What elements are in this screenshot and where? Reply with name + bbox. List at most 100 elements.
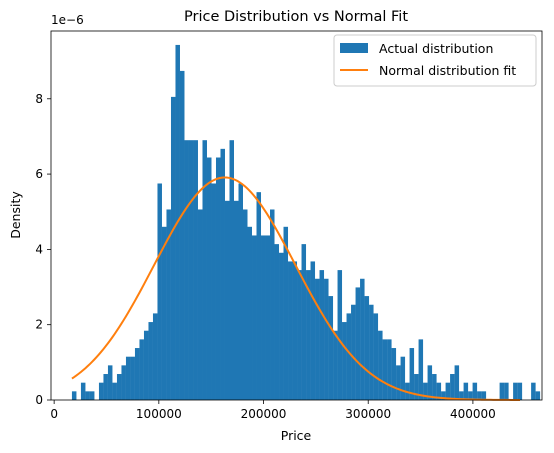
- histogram-bar: [256, 192, 262, 400]
- histogram-bar: [116, 374, 122, 400]
- histogram-bar: [364, 296, 370, 400]
- legend: Actual distribution Normal distribution …: [333, 34, 537, 87]
- histogram-bar: [396, 365, 401, 400]
- histogram-bar: [112, 382, 117, 400]
- histogram-bar: [337, 270, 343, 400]
- y-tick-label: 8: [35, 92, 43, 106]
- plot-frame: [50, 30, 543, 401]
- histogram-bar: [265, 235, 271, 400]
- y-tick-label: 0: [35, 393, 43, 407]
- histogram-bar: [234, 200, 239, 400]
- histogram-bar: [499, 382, 505, 400]
- histogram-bar: [454, 365, 460, 400]
- x-axis-label: Price: [281, 428, 312, 443]
- histogram-bar: [125, 356, 131, 400]
- histogram-bar: [400, 356, 406, 400]
- histogram-bar: [369, 304, 374, 400]
- legend-label-histogram: Actual distribution: [379, 41, 493, 56]
- histogram-bar: [459, 391, 464, 400]
- histogram-bar: [436, 382, 442, 400]
- histogram-bar: [130, 356, 135, 400]
- y-offset-text: 1e−6: [51, 13, 84, 27]
- x-tick-label: 200000: [241, 407, 287, 421]
- histogram-bar: [247, 226, 252, 400]
- histogram-bar: [535, 391, 541, 400]
- histogram-bar: [351, 304, 356, 400]
- histogram-bar: [319, 270, 325, 400]
- histogram-bar: [148, 322, 153, 400]
- histogram-bar: [252, 235, 257, 400]
- histogram-bar: [468, 391, 473, 400]
- legend-swatch-histogram: [340, 43, 368, 53]
- histogram-bar: [301, 244, 307, 400]
- histogram-bar: [85, 391, 90, 400]
- histogram-bar: [274, 244, 280, 400]
- histogram-bar: [283, 226, 289, 400]
- histogram-bar: [98, 382, 104, 400]
- histogram-bar: [414, 374, 419, 400]
- histogram-bar: [152, 313, 158, 400]
- histogram-bar: [170, 96, 176, 400]
- histogram-bar: [157, 183, 162, 400]
- y-axis-label: Density: [8, 191, 23, 239]
- histogram-bar: [197, 209, 203, 400]
- histogram-bar: [378, 330, 383, 400]
- histogram-bar: [80, 382, 86, 400]
- histogram-bar: [517, 382, 523, 400]
- histogram-bar: [202, 140, 207, 400]
- histogram-bar: [315, 278, 320, 400]
- y-tick-label: 6: [35, 167, 43, 181]
- histogram-bar: [450, 374, 455, 400]
- histogram-bar: [373, 313, 379, 400]
- histogram-bar: [306, 270, 311, 400]
- histogram-bar: [193, 140, 198, 400]
- x-tick-label: 100000: [136, 407, 182, 421]
- histogram-bar: [531, 382, 536, 400]
- histogram-bar: [166, 209, 171, 400]
- histogram-bar: [229, 140, 234, 400]
- legend-label-fit: Normal distribution fit: [379, 63, 516, 78]
- histogram-bar: [513, 382, 518, 400]
- y-tick-label: 2: [35, 318, 43, 332]
- histogram-bar: [211, 183, 216, 400]
- histogram-bar: [225, 200, 230, 400]
- x-tick-label: 0: [50, 407, 58, 421]
- histogram-bar: [89, 391, 95, 400]
- histogram-bar: [103, 374, 108, 400]
- histogram-bar: [355, 287, 361, 400]
- histogram-bar: [121, 365, 126, 400]
- histogram-bar: [441, 391, 446, 400]
- histogram-bar: [432, 374, 437, 400]
- histogram-bar: [346, 313, 352, 400]
- histogram-bar: [463, 382, 469, 400]
- histogram-bar: [220, 148, 225, 400]
- histogram-bar: [243, 209, 248, 400]
- histogram-bar: [418, 339, 424, 400]
- histogram-bar: [297, 270, 302, 400]
- histogram-bar: [445, 382, 451, 400]
- histogram-bar: [382, 339, 388, 400]
- histogram-bar: [270, 209, 275, 400]
- y-axis-ticks: 0 2 4 6 8: [35, 92, 51, 407]
- histogram-bar: [184, 140, 189, 400]
- histogram-bar: [215, 157, 221, 400]
- histogram-bar: [387, 339, 392, 400]
- histogram-bar: [238, 183, 243, 400]
- histogram-bar: [139, 339, 144, 400]
- y-tick-label: 4: [35, 242, 43, 256]
- histogram-bar: [324, 278, 329, 400]
- histogram-bar: [504, 382, 509, 400]
- histogram-bar: [71, 391, 77, 400]
- histogram-bar: [188, 140, 194, 400]
- histogram-bar: [360, 278, 365, 400]
- histogram-bar: [328, 296, 334, 400]
- x-tick-label: 400000: [450, 407, 496, 421]
- histogram-bar: [477, 391, 482, 400]
- histogram-bar: [409, 348, 415, 400]
- histogram-bar: [333, 330, 338, 400]
- x-axis-ticks: 0 100000 200000 300000 400000: [50, 400, 496, 421]
- histogram-bar: [310, 261, 316, 400]
- normal-fit-line: [71, 176, 521, 401]
- histogram-bar: [143, 330, 149, 400]
- chart-title: Price Distribution vs Normal Fit: [184, 9, 408, 25]
